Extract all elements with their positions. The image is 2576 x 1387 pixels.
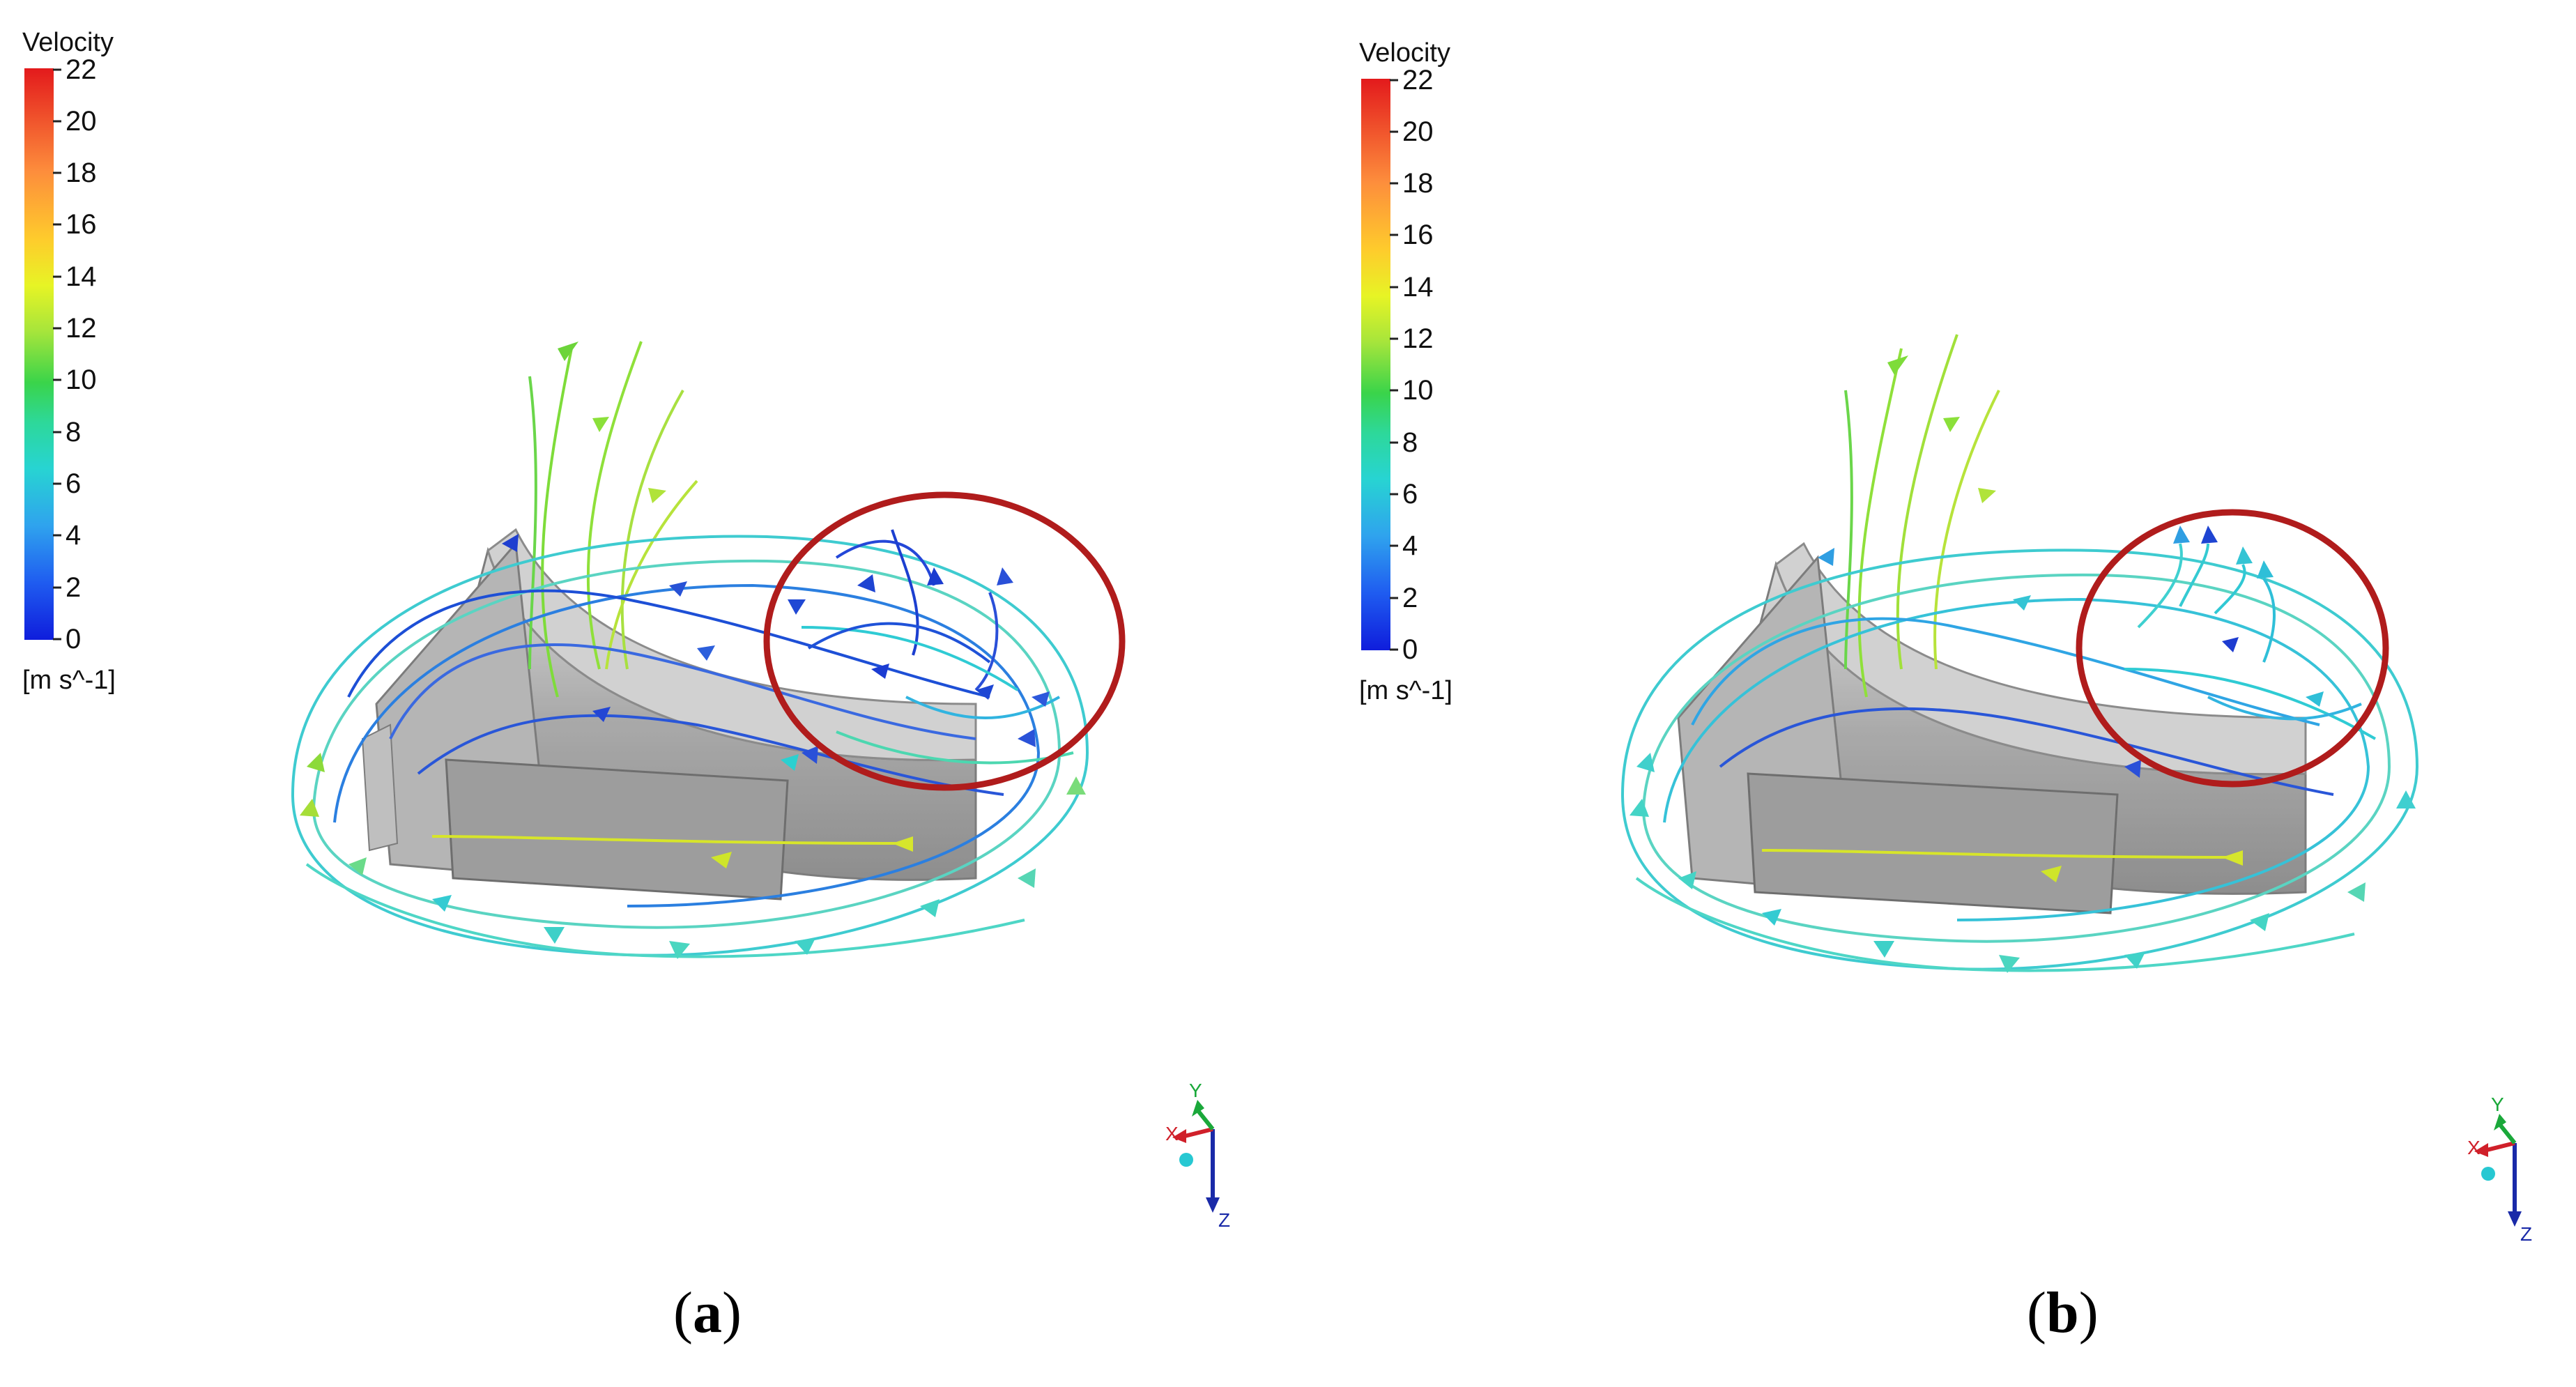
axis-x-label: X: [1165, 1123, 1179, 1144]
streamline-scene-b: [1621, 334, 2419, 973]
axis-x-label: X: [2467, 1137, 2481, 1158]
legend-tick: 6: [1402, 479, 1418, 509]
legend-tick: 4: [1402, 530, 1418, 561]
legend-tick: 0: [66, 624, 82, 654]
legend-title: Velocity: [22, 28, 114, 57]
axis-triad-a: X Y Z: [1165, 1080, 1230, 1231]
legend-tick: 14: [1402, 272, 1434, 302]
legend-tick: 22: [1402, 65, 1434, 95]
legend-unit: [m s^-1]: [1359, 676, 1452, 705]
axis-z-label: Z: [2520, 1223, 2532, 1245]
streamlines: [1621, 334, 2419, 972]
legend-tick: 0: [1402, 634, 1418, 665]
legend-colorbar: [1361, 79, 1390, 650]
panel-caption-a: (a): [673, 1280, 742, 1345]
panel-b: Velocity 22 20 18 16 14 12 10 8 6 4 2 0 …: [1288, 0, 2576, 1387]
streamline-scene-a: [291, 341, 1126, 959]
legend-tick: 16: [1402, 220, 1434, 250]
legend-tick: 8: [66, 417, 82, 447]
legend-title: Velocity: [1359, 38, 1450, 68]
legend-tick: 14: [66, 261, 97, 292]
legend-tick: 8: [1402, 427, 1418, 458]
axis-triad-b: X Y Z: [2467, 1094, 2532, 1245]
axis-y-label: Y: [1189, 1080, 1202, 1101]
legend-tick: 18: [66, 158, 97, 188]
legend-tick: 12: [1402, 323, 1434, 354]
legend-tick: 10: [1402, 375, 1434, 406]
velocity-legend-b: Velocity 22 20 18 16 14 12 10 8 6 4 2 0 …: [1359, 38, 1498, 721]
legend-tick: 2: [1402, 583, 1418, 613]
legend-tick: 20: [1402, 116, 1434, 147]
legend-tick: 20: [66, 106, 97, 137]
highlight-circle: [2076, 509, 2389, 788]
highlight-circle: [763, 491, 1126, 791]
legend-tick: 6: [66, 468, 82, 499]
axis-y-label: Y: [2491, 1094, 2504, 1115]
legend-colorbar: [24, 68, 54, 640]
legend-tick: 22: [66, 54, 97, 85]
legend-tick: 10: [66, 365, 97, 395]
axis-z-label: Z: [1218, 1209, 1230, 1231]
impeller-geometry: [1677, 542, 2307, 914]
velocity-legend-a: Velocity 22 20 18 16 14 12 10 8 6 4 2 0 …: [22, 28, 162, 711]
legend-tick: 12: [66, 313, 97, 344]
panel-a: Velocity 22 20 18 16 14 12 10 8 6 4 2 0 …: [22, 28, 1230, 1345]
legend-unit: [m s^-1]: [22, 666, 116, 695]
legend-tick: 2: [66, 572, 82, 603]
legend-tick: 4: [66, 520, 82, 551]
legend-tick: 18: [1402, 168, 1434, 199]
legend-tick: 16: [66, 209, 97, 240]
panel-caption-b: (b): [2027, 1280, 2099, 1345]
streamline-arrows: [300, 342, 1086, 959]
streamline-arrows: [1630, 355, 2416, 973]
